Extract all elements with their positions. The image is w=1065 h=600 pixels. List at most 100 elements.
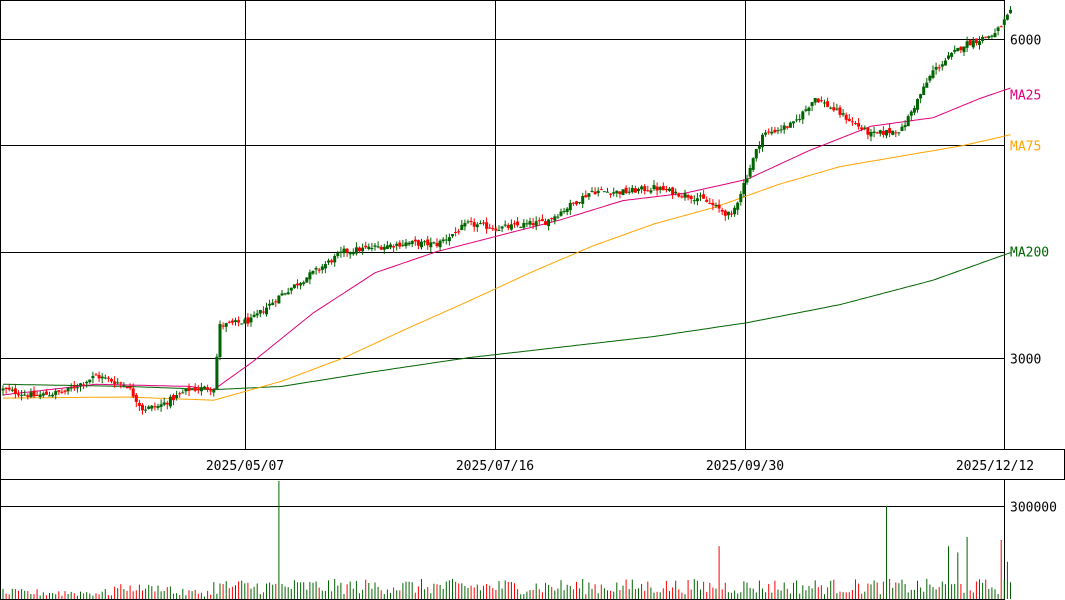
candle-body [730,213,733,215]
candle-body [435,242,439,247]
candle-body [726,211,730,216]
candle-body [646,190,650,192]
candle-body [717,204,721,209]
candle-body [292,284,296,289]
candle-body [602,191,606,193]
candle-body [885,130,888,136]
candle-body [844,114,848,120]
candle-body [919,94,923,99]
candle-body [630,187,634,193]
candle-body [131,388,135,397]
candle-body [971,40,975,48]
candle-body [240,323,244,325]
candle-body [444,239,448,241]
price-grid [0,39,1005,359]
candle-body [339,251,343,253]
candle-body [153,406,157,408]
candle-body [426,239,430,246]
candle-body [643,186,647,191]
candle-body [974,38,978,44]
candle-body [695,198,699,202]
candle-body [981,36,985,42]
candle-body [488,227,492,229]
candle-body [199,387,203,392]
candle-body [379,246,383,250]
ma-line-ma75 [3,134,1011,401]
candle-body [141,404,144,411]
candle-body [925,82,929,88]
candle-body [748,168,752,177]
candle-body [571,202,575,204]
candle-body [466,221,470,223]
candle-body [506,225,510,228]
candle-body [348,252,352,255]
candle-body [795,119,799,121]
candle-body [633,188,637,193]
candle-body [57,390,61,392]
candle-body [432,242,436,244]
candle-body [246,317,250,324]
candle-body [819,100,823,102]
candle-body [438,240,442,248]
candle-body [1005,14,1009,20]
candle-body [531,223,535,226]
ma-line-ma200 [3,252,1011,391]
candle-body [606,191,609,193]
candle-body [984,36,988,38]
vertical-grid [245,0,746,450]
candle-body [757,146,761,149]
candle-body [761,134,764,148]
candle-body [968,40,972,46]
candle-body [534,221,538,226]
candle-body [739,193,743,203]
candle-body [494,228,498,231]
candle-body [978,41,981,46]
candle-body [733,207,737,215]
candle-body [872,131,876,133]
candle-body [274,301,278,303]
candle-body [668,188,671,191]
candle-body [937,67,941,69]
candle-body [258,310,262,314]
candle-body [327,260,330,263]
candle-body [404,242,408,247]
candle-body [454,231,458,233]
candle-body [106,377,110,379]
candle-body [714,204,718,206]
candle-body [475,224,479,228]
candle-body [472,222,476,227]
candle-body [209,390,213,392]
candle-body [906,116,910,127]
candle-body [261,311,265,313]
candle-body [20,394,24,396]
candle-body [91,376,95,379]
candle-body [314,267,318,270]
candle-body [522,222,526,228]
candle-body [237,320,241,323]
candle-body [736,202,740,210]
candle-body [44,391,48,395]
candle-body [413,239,417,242]
candle-body [599,189,603,191]
candle-body [792,121,795,124]
candle-body [172,395,175,401]
candle-body [618,191,622,195]
candle-body [782,125,786,130]
candle-body [565,208,569,213]
candle-body [429,242,433,248]
candle-body [897,132,901,134]
candle-body [330,260,334,263]
candle-body [296,283,299,286]
candle-body [912,108,916,113]
candle-body [376,246,380,248]
candle-body [286,292,290,295]
candle-body [683,193,687,198]
candle-body [457,231,461,233]
date-axis: 2025/05/07 2025/07/16 2025/09/30 2025/12/12 [206,459,1034,474]
candle-body [891,130,895,135]
candle-body [175,395,179,399]
candle-body [128,387,132,389]
candle-body [26,395,30,397]
candle-body [767,131,771,133]
candle-body [215,356,219,389]
